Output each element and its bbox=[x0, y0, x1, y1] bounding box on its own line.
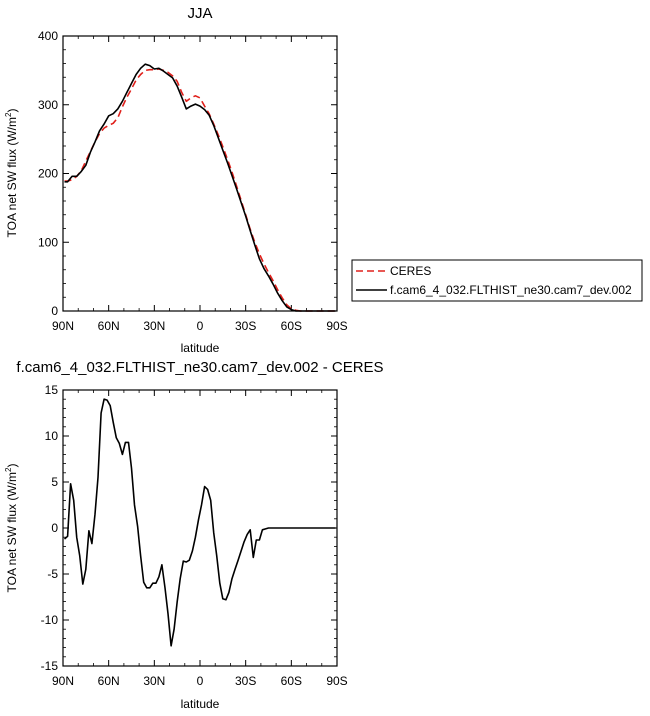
top-x-tick-labels: 90N 60N 30N 0 30S 60S 90S bbox=[52, 319, 348, 333]
bottom-y-tick-label: -5 bbox=[47, 567, 58, 581]
chart-title-bottom: f.cam6_4_032.FLTHIST_ne30.cam7_dev.002 -… bbox=[16, 359, 383, 376]
bottom-x-tick-label: 30S bbox=[235, 674, 256, 688]
bottom-y-label-end: ) bbox=[5, 464, 19, 468]
bottom-y-label-main: TOA net SW flux (W/m bbox=[5, 472, 19, 592]
bottom-x-tick-label: 0 bbox=[197, 674, 204, 688]
bottom-y-tick-label: 5 bbox=[51, 475, 58, 489]
bottom-x-tick-label: 90S bbox=[326, 674, 347, 688]
bottom-y-tick-label: -10 bbox=[41, 613, 59, 627]
top-x-tick-label: 0 bbox=[197, 319, 204, 333]
chart-title-top: JJA bbox=[187, 5, 212, 22]
top-y-tick-label: 400 bbox=[38, 29, 58, 43]
top-x-tick-label: 60N bbox=[98, 319, 120, 333]
legend-label-model: f.cam6_4_032.FLTHIST_ne30.cam7_dev.002 bbox=[390, 283, 632, 297]
top-x-axis-label: latitude bbox=[181, 341, 220, 355]
bottom-x-tick-label: 60N bbox=[98, 674, 120, 688]
top-y-tick-label: 200 bbox=[38, 167, 58, 181]
bottom-series-group bbox=[63, 398, 336, 647]
bottom-series-line-0 bbox=[63, 398, 336, 647]
bottom-x-tick-label: 60S bbox=[281, 674, 302, 688]
panel-zonal-mean: JJA 0 100 200 300 400 90N 60N 30N 0 30S 60S 90S la… bbox=[4, 5, 348, 355]
bottom-plot-frame bbox=[62, 389, 338, 667]
bottom-x-tick-labels: 90N 60N 30N 0 30S 60S 90S bbox=[52, 674, 348, 688]
bottom-x-tick-label: 90N bbox=[52, 674, 74, 688]
top-y-tick-label: 300 bbox=[38, 98, 58, 112]
bottom-y-tick-label: -15 bbox=[41, 659, 59, 673]
legend-box bbox=[351, 259, 643, 302]
panel-difference: f.cam6_4_032.FLTHIST_ne30.cam7_dev.002 -… bbox=[4, 359, 384, 711]
bottom-y-axis-label: TOA net SW flux (W/m2) bbox=[4, 464, 19, 593]
top-y-tick-label: 0 bbox=[51, 304, 58, 318]
bottom-x-axis-label: latitude bbox=[181, 697, 220, 711]
top-plot-frame bbox=[62, 35, 338, 312]
top-y-tick-labels: 0 100 200 300 400 bbox=[38, 29, 58, 318]
bottom-y-tick-label: 10 bbox=[45, 429, 59, 443]
bottom-x-tick-label: 30N bbox=[143, 674, 165, 688]
legend: CERES f.cam6_4_032.FLTHIST_ne30.cam7_dev… bbox=[351, 259, 643, 302]
top-series-line-1 bbox=[64, 63, 336, 312]
top-series-group bbox=[64, 63, 336, 312]
top-x-tick-label: 30S bbox=[235, 319, 256, 333]
top-x-tick-label: 90N bbox=[52, 319, 74, 333]
bottom-y-tick-label: 15 bbox=[45, 383, 59, 397]
legend-label-ceres: CERES bbox=[390, 264, 431, 278]
top-axis-ticks bbox=[62, 35, 338, 312]
top-y-label-sup: 2 bbox=[4, 112, 13, 117]
bottom-y-tick-labels: -15 -10 -5 0 5 10 15 bbox=[41, 383, 59, 673]
top-x-tick-label: 90S bbox=[326, 319, 347, 333]
top-y-axis-label: TOA net SW flux (W/m2) bbox=[4, 109, 19, 238]
top-x-tick-label: 30N bbox=[143, 319, 165, 333]
top-y-label-end: ) bbox=[5, 109, 19, 113]
bottom-y-label-sup: 2 bbox=[4, 467, 13, 472]
bottom-y-tick-label: 0 bbox=[51, 521, 58, 535]
top-x-tick-label: 60S bbox=[281, 319, 302, 333]
top-y-label-main: TOA net SW flux (W/m bbox=[5, 117, 19, 237]
top-y-tick-label: 100 bbox=[38, 235, 58, 249]
